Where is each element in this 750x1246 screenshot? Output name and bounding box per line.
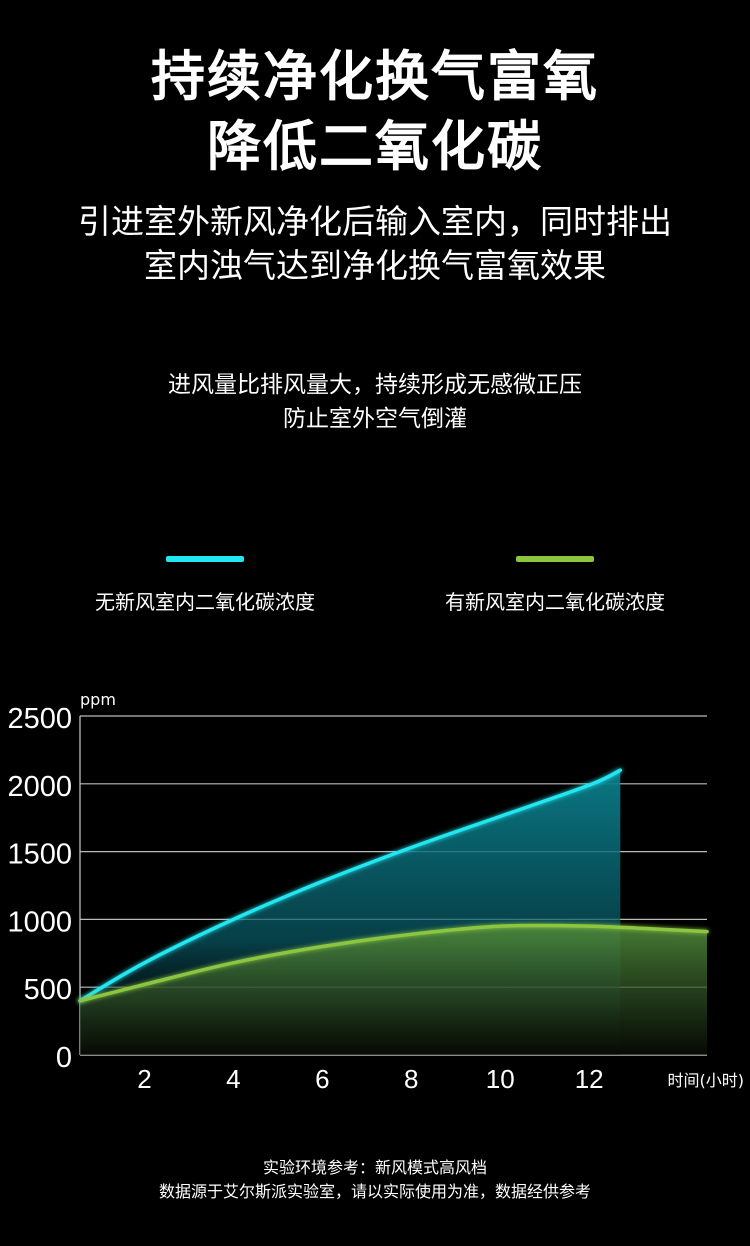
line-fresh-air [78,923,709,1003]
x-tick-label: 4 [226,1064,240,1094]
note-line-2: 防止室外空气倒灌 [283,406,467,432]
note-line-1: 进风量比排风量大，持续形成无感微正压 [168,372,582,398]
note: 进风量比排风量大，持续形成无感微正压 防止室外空气倒灌 [0,368,750,436]
title-line-1: 持续净化换气富氧 [151,45,599,108]
subtitle: 引进室外新风净化后输入室内，同时排出 室内浊气达到净化换气富氧效果 [0,200,750,288]
legend-label-fresh-air: 有新风室内二氧化碳浓度 [445,590,665,614]
subtitle-line-1: 引进室外新风净化后输入室内，同时排出 [78,202,672,241]
legend-swatch-fresh-air [516,556,594,562]
y-axis-label: ppm [80,690,116,709]
y-tick-label: 0 [56,1042,72,1074]
y-tick-label: 1500 [7,839,72,871]
footer-notes: 实验环境参考：新风模式高风档 数据源于艾尔斯派实验室，请以实际使用为准，数据经供… [0,1156,750,1204]
x-tick-label: 12 [575,1064,604,1094]
footer-line-2: 数据源于艾尔斯派实验室，请以实际使用为准，数据经供参考 [158,1182,591,1201]
subtitle-line-2: 室内浊气达到净化换气富氧效果 [144,246,606,285]
legend-swatch-no-fresh-air [166,556,244,562]
title-line-2: 降低二氧化碳 [207,115,543,178]
y-tick-label: 2000 [7,771,72,803]
page-title: 持续净化换气富氧 降低二氧化碳 [0,42,750,182]
legend-label-no-fresh-air: 无新风室内二氧化碳浓度 [95,590,315,614]
y-tick-label: 2500 [7,703,72,735]
x-tick-label: 8 [404,1064,418,1094]
line-no-fresh-air [78,768,623,1003]
y-tick-label: 500 [24,974,72,1006]
x-tick-label: 6 [315,1064,329,1094]
x-axis-label: 时间(小时) [668,1071,745,1090]
x-tick-label: 2 [137,1064,151,1094]
y-tick-label: 1000 [7,906,72,938]
footer-line-1: 实验环境参考：新风模式高风档 [262,1158,487,1177]
area-fresh-air [80,925,707,1055]
x-tick-label: 10 [486,1064,515,1094]
